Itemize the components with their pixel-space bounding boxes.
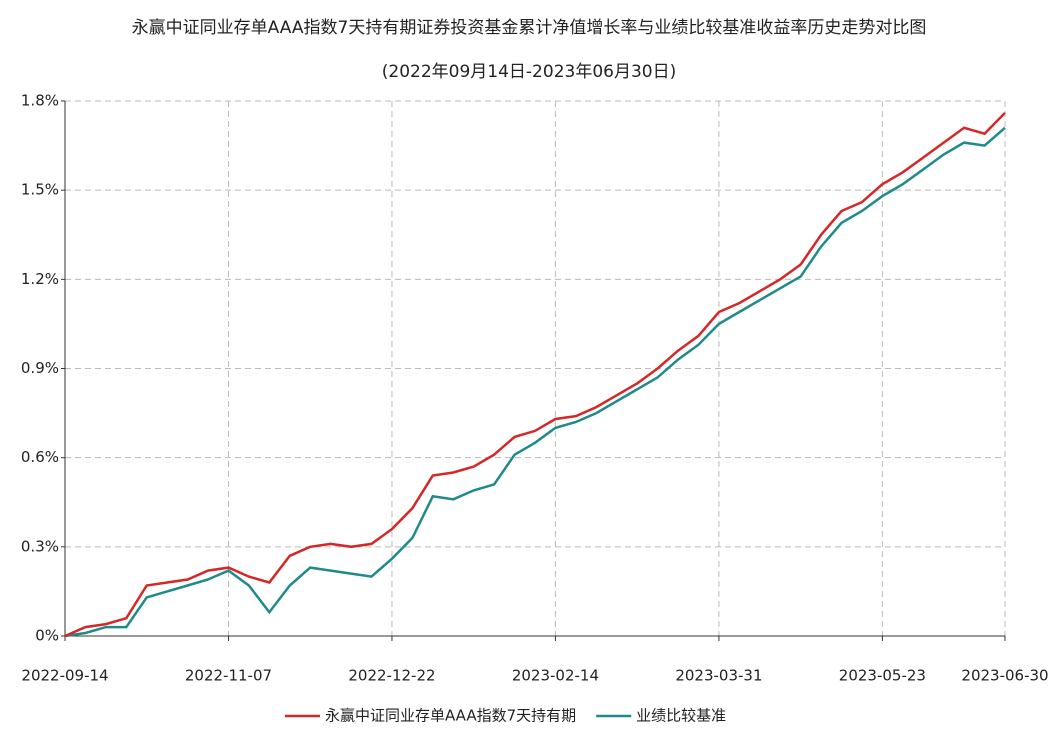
legend-label: 永赢中证同业存单AAA指数7天持有期 bbox=[325, 707, 576, 725]
y-tick-label: 0.3% bbox=[21, 537, 59, 555]
y-tick-label: 0% bbox=[35, 627, 59, 645]
series-line bbox=[64, 126, 1006, 638]
x-tick-label: 2022-12-22 bbox=[348, 667, 435, 685]
y-tick-label: 0.9% bbox=[21, 359, 59, 377]
y-tick-label: 1.2% bbox=[21, 270, 59, 288]
series-line bbox=[64, 112, 1006, 638]
y-tick-label: 1.8% bbox=[21, 92, 59, 110]
y-tick-label: 0.6% bbox=[21, 448, 59, 466]
x-tick-label: 2023-05-23 bbox=[839, 667, 926, 685]
x-tick-label: 2022-11-07 bbox=[185, 667, 272, 685]
y-tick-label: 1.5% bbox=[21, 181, 59, 199]
chart-subtitle: (2022年09月14日-2023年06月30日) bbox=[382, 62, 676, 82]
x-tick-label: 2022-09-14 bbox=[21, 667, 108, 685]
legend-label: 业绩比较基准 bbox=[636, 707, 726, 725]
x-tick-label: 2023-06-30 bbox=[961, 667, 1048, 685]
x-tick-label: 2023-02-14 bbox=[512, 667, 599, 685]
x-tick-label: 2023-03-31 bbox=[675, 667, 762, 685]
chart-title: 永赢中证同业存单AAA指数7天持有期证券投资基金累计净值增长率与业绩比较基准收益… bbox=[132, 18, 927, 38]
